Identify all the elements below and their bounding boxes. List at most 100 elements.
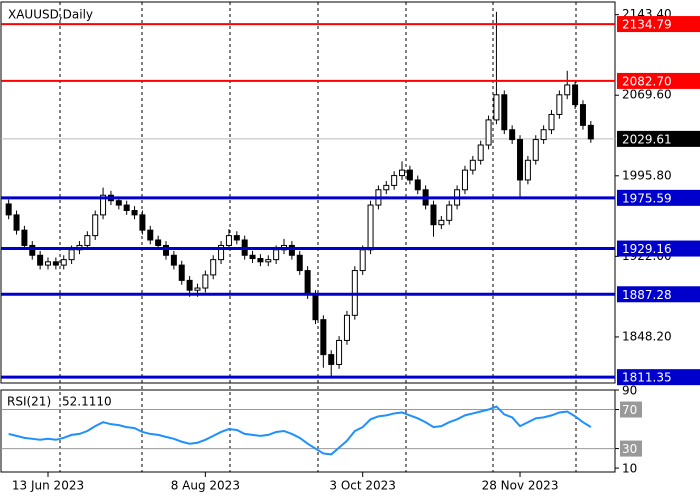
candle-body	[147, 229, 154, 241]
x-tick-label: 13 Jun 2023	[12, 479, 84, 493]
candle-body	[477, 144, 484, 161]
candle-body	[517, 139, 524, 181]
level-label: 1929.16	[622, 242, 672, 256]
candle-body	[343, 314, 350, 341]
candle-body	[92, 214, 99, 237]
candle-body	[406, 169, 413, 181]
candle-body	[273, 249, 280, 261]
level-label: 1975.59	[622, 191, 672, 205]
level-label-box	[617, 72, 700, 89]
y-tick-label: 90	[622, 384, 637, 398]
x-tick-label: 8 Aug 2023	[171, 479, 240, 493]
candle-body	[225, 235, 232, 246]
level-label-box	[617, 369, 700, 386]
y-tick-box	[620, 440, 642, 457]
candle-body	[493, 94, 500, 121]
candle-body	[194, 287, 201, 291]
candle-body	[131, 210, 138, 216]
candle-body	[13, 214, 20, 231]
candle-body	[21, 229, 28, 246]
candle-body	[139, 214, 146, 231]
candle-body	[328, 354, 335, 365]
candle-body	[485, 119, 492, 146]
level-label-box	[617, 16, 700, 33]
candle-body	[399, 169, 406, 177]
candle-body	[312, 294, 319, 321]
y-tick-label: 1848.20	[622, 329, 672, 343]
candle-body	[100, 194, 107, 216]
candle-body	[170, 254, 177, 266]
candle-body	[84, 235, 91, 246]
candle-body	[572, 84, 579, 106]
main-panel-border	[0, 1, 616, 384]
candle-body	[430, 204, 437, 226]
level-label: 2082.70	[622, 74, 672, 88]
candle-body	[524, 159, 531, 181]
candle-body	[202, 274, 209, 289]
candle-body	[155, 239, 162, 246]
level-label-box	[617, 240, 700, 257]
candle-body	[556, 94, 563, 115]
candle-body	[461, 169, 468, 191]
candle-body	[532, 139, 539, 161]
candle-body	[68, 249, 75, 261]
candle-body	[218, 244, 225, 261]
candle-body	[367, 204, 374, 251]
x-tick-label: 28 Nov 2023	[482, 479, 559, 493]
candle-body	[414, 179, 421, 191]
rsi-panel-border	[0, 389, 616, 473]
candle-body	[60, 259, 67, 266]
y-tick-label: 2069.60	[622, 88, 672, 102]
candle-body	[29, 244, 36, 256]
candle-body	[383, 184, 390, 191]
current-price-label: 2029.61	[622, 132, 672, 146]
candle-body	[304, 270, 311, 296]
candle-body	[579, 104, 586, 126]
y-tick-box	[620, 401, 642, 418]
candle-body	[320, 319, 327, 356]
candle-body	[5, 203, 12, 216]
candle-body	[115, 200, 122, 206]
level-label: 2134.79	[622, 18, 672, 32]
level-label: 1811.35	[622, 371, 672, 385]
candle-body	[564, 84, 571, 96]
level-label-box	[617, 189, 700, 206]
candle-body	[296, 254, 303, 272]
y-tick-label: 30	[622, 442, 637, 456]
rsi-value: 52.1110	[62, 395, 112, 409]
candle-body	[587, 124, 594, 140]
candle-body	[163, 244, 170, 256]
candle-body	[288, 244, 295, 256]
candle-body	[37, 254, 44, 266]
level-label: 1887.28	[622, 288, 672, 302]
candle-body	[178, 264, 185, 281]
y-tick-label: 10	[622, 462, 637, 476]
candle-body	[233, 235, 240, 241]
level-label-box	[617, 286, 700, 303]
candle-body	[210, 259, 217, 276]
rsi-title: RSI(21)	[7, 395, 51, 409]
rsi-line	[8, 405, 592, 456]
candle-body	[123, 204, 130, 212]
candle-body	[45, 261, 52, 266]
candle-body	[359, 249, 366, 272]
current-price-box	[617, 130, 700, 147]
candle-body	[186, 279, 193, 291]
candle-body	[336, 339, 343, 365]
candle-body	[438, 219, 445, 226]
candle-body	[548, 113, 555, 131]
candle-body	[509, 129, 516, 141]
candle-body	[469, 159, 476, 171]
y-tick-label: 1995.80	[622, 168, 672, 182]
candle-body	[540, 129, 547, 141]
candle-body	[501, 94, 508, 131]
candle-body	[446, 204, 453, 221]
chart-title: XAUUSD,Daily	[8, 8, 93, 22]
candle-body	[391, 175, 398, 186]
candle-body	[52, 261, 59, 266]
candle-body	[249, 254, 256, 260]
y-tick-label: 70	[622, 403, 637, 417]
x-tick-label: 3 Oct 2023	[329, 479, 396, 493]
candle-body	[265, 259, 272, 263]
